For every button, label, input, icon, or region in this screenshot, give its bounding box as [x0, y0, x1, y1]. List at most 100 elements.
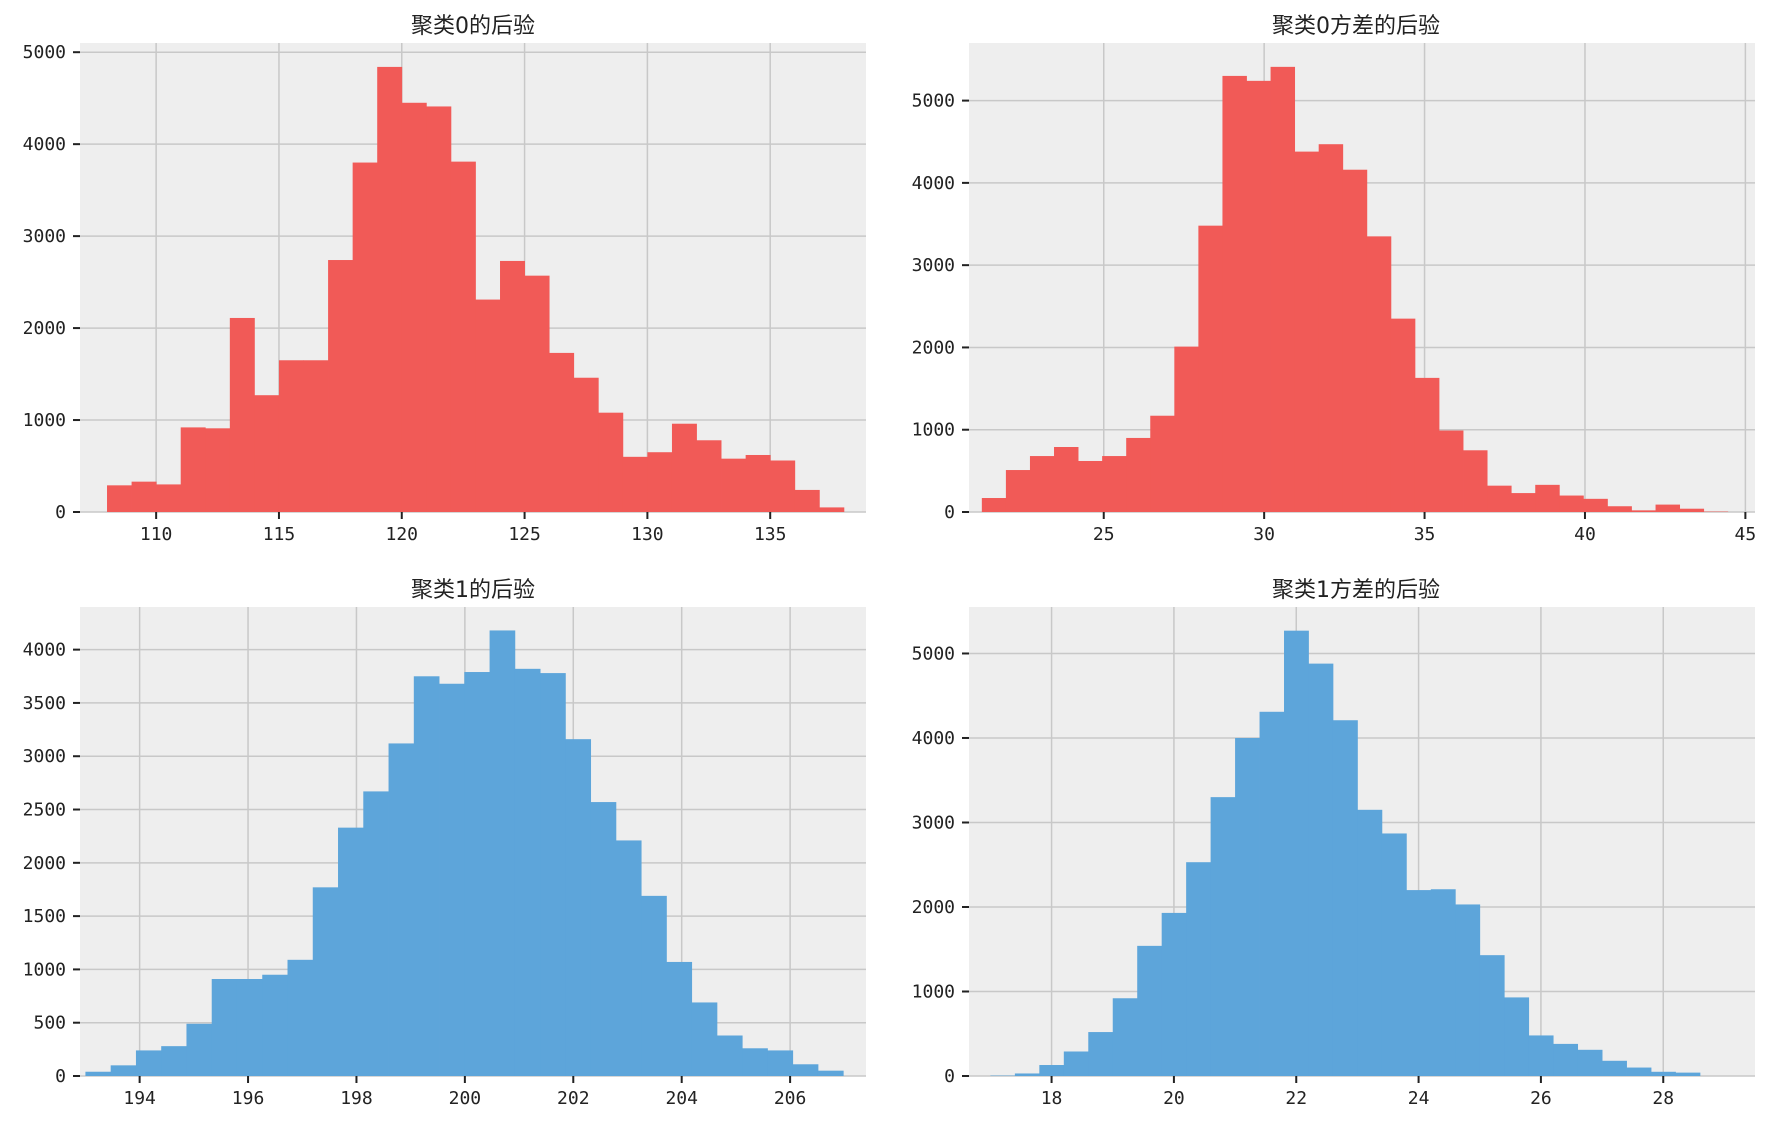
y-tick-label: 4000 [912, 728, 955, 749]
histogram-bar [1126, 437, 1151, 512]
x-axis: 194 196 198 200 202 204 206 [123, 1076, 806, 1109]
histogram-bar [1655, 504, 1681, 512]
histogram-bar [671, 423, 697, 512]
histogram-bar [1626, 1067, 1652, 1076]
y-tick-label: 3000 [912, 812, 955, 833]
histogram-bar [1357, 809, 1383, 1076]
histogram-bar [236, 979, 263, 1076]
histogram-bar [721, 458, 747, 512]
histogram-bar [1284, 630, 1309, 1076]
histogram-bar [742, 1048, 768, 1076]
histogram-bar [1102, 456, 1127, 512]
histogram-bar [1210, 797, 1236, 1076]
histogram-bar [1511, 493, 1536, 512]
x-axis: 25 30 35 40 45 [1093, 512, 1756, 545]
histogram-bar [180, 427, 206, 512]
x-tick-label: 206 [774, 1088, 807, 1109]
x-tick-label: 26 [1530, 1088, 1552, 1109]
histogram-bar [1186, 862, 1212, 1076]
histogram-bar [439, 683, 465, 1076]
histogram-bar [1381, 833, 1407, 1076]
x-axis: 18 20 22 24 26 28 [1041, 1076, 1674, 1109]
x-tick-label: 110 [140, 524, 173, 545]
histogram-bar [770, 460, 796, 512]
histogram-bar [131, 481, 157, 512]
x-tick-label: 200 [449, 1088, 482, 1109]
histogram-bar [1161, 912, 1187, 1076]
histogram-bar [696, 440, 722, 512]
histogram-bar [363, 791, 389, 1076]
y-tick-label: 3000 [912, 255, 955, 276]
histogram-bar [1366, 236, 1392, 512]
histogram-bar [388, 743, 415, 1076]
x-tick-label: 25 [1093, 524, 1115, 545]
x-tick-label: 125 [508, 524, 541, 545]
histogram-bar [85, 1071, 112, 1076]
histogram-bar [1039, 1065, 1065, 1076]
histogram-bar [1528, 1035, 1554, 1076]
x-tick-label: 202 [557, 1088, 590, 1109]
histogram-bars [990, 630, 1701, 1076]
histogram-bar [110, 1065, 137, 1076]
histogram-bar [716, 1035, 743, 1076]
histogram-bar [278, 360, 304, 512]
histogram-bar [413, 676, 440, 1076]
panel-cluster1-variance: 18 20 22 24 26 28 0 1000 2000 3000 4000 5000 聚类1方差的后… [912, 578, 1755, 1109]
panel-cluster1-mean: 194 196 198 200 202 204 206 0 500 1000 1500 2000 250… [23, 578, 866, 1109]
histogram-bar [1414, 377, 1440, 512]
histogram-bar [767, 1050, 794, 1076]
histogram-bar [1014, 1073, 1040, 1076]
histogram-bar [1679, 508, 1705, 512]
y-tick-label: 2000 [912, 337, 955, 358]
histogram-bar [540, 673, 566, 1076]
x-tick-label: 40 [1574, 524, 1596, 545]
histogram-bar [691, 1002, 718, 1076]
histogram-bar [1150, 415, 1175, 512]
histogram-bar [1308, 663, 1334, 1076]
histogram-bar [338, 827, 364, 1076]
histogram-bar [1504, 997, 1530, 1076]
histogram-bar [1078, 460, 1103, 512]
histogram-bar [312, 887, 339, 1076]
histogram-bar [1479, 955, 1505, 1076]
histogram-bar [792, 1064, 819, 1076]
histogram-bar [205, 428, 231, 512]
histogram-bar [475, 299, 501, 512]
histogram-bar [1455, 904, 1481, 1076]
histogram-bar [1063, 1051, 1089, 1076]
histogram-bar [377, 66, 403, 513]
x-tick-label: 204 [665, 1088, 698, 1109]
histogram-bars [981, 66, 1729, 513]
histogram-bar [328, 260, 354, 512]
histogram-bar [489, 630, 516, 1076]
y-tick-label: 2000 [23, 318, 66, 339]
histogram-bar [573, 377, 599, 512]
histogram-bar [156, 484, 182, 512]
histogram-bar [622, 456, 648, 512]
x-tick-label: 115 [263, 524, 296, 545]
histogram-bar [1535, 484, 1560, 512]
y-tick-label: 500 [33, 1013, 66, 1034]
histogram-bar [135, 1050, 162, 1076]
histogram-bar [524, 275, 550, 512]
y-tick-label: 2000 [23, 853, 66, 874]
histogram-bar [1438, 430, 1464, 512]
y-axis: 0 500 1000 1500 2000 2500 3000 3500 4000 [23, 640, 80, 1087]
y-tick-label: 5000 [23, 42, 66, 63]
x-tick-label: 196 [232, 1088, 265, 1109]
histogram-bar [1222, 75, 1247, 512]
histogram-bar [1294, 151, 1320, 512]
histogram-bar [1559, 495, 1584, 512]
y-axis: 0 1000 2000 3000 4000 5000 [23, 42, 80, 523]
panel-title: 聚类1的后验 [411, 578, 535, 603]
y-tick-label: 4000 [912, 173, 955, 194]
y-tick-label: 5000 [912, 643, 955, 664]
histogram-bar [745, 454, 771, 512]
x-tick-label: 120 [386, 524, 419, 545]
panel-cluster0-variance: 25 30 35 40 45 0 1000 2000 3000 4000 5000 聚类0方差的后验 [912, 14, 1757, 545]
histogram-bar [1406, 890, 1432, 1076]
histogram-bar [500, 260, 525, 512]
histogram-bar [1318, 144, 1344, 512]
panel-cluster0-mean: 110 115 120 125 130 135 0 1000 2000 3000 4000 5000 聚… [23, 14, 866, 545]
x-tick-label: 45 [1735, 524, 1757, 545]
